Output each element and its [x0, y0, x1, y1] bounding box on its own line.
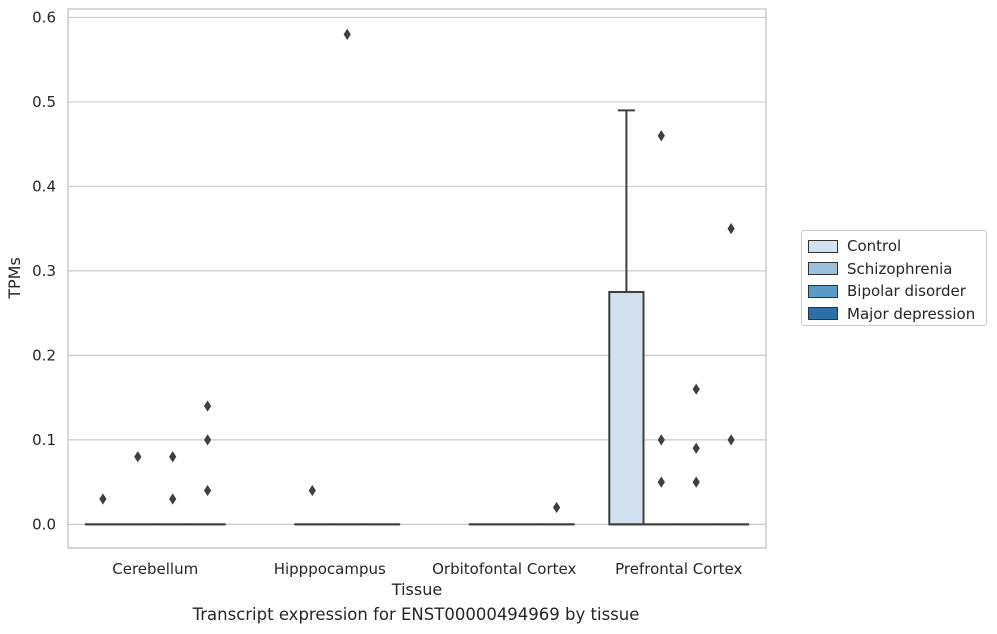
outlier-point: [727, 223, 735, 235]
legend-label-control: Control: [847, 237, 902, 256]
x-tick-label: Cerebellum: [112, 560, 198, 578]
plot-area-border: [67, 8, 767, 549]
x-tick-label: Orbitofontal Cortex: [432, 560, 576, 578]
legend-label-major-depression: Major depression: [847, 304, 976, 323]
x-axis-label: Tissue: [391, 580, 442, 599]
box-major-depression: [189, 400, 226, 526]
y-tick-label: 0.5: [32, 93, 56, 111]
legend: Control Schizophrenia Bipolar disorder M…: [801, 230, 987, 326]
outlier-point: [169, 451, 177, 463]
box-control: [608, 109, 645, 526]
legend-swatch-major-depression: [808, 307, 838, 321]
legend-item-schizophrenia: Schizophrenia: [808, 258, 980, 281]
legend-label-schizophrenia: Schizophrenia: [847, 259, 953, 278]
outlier-point: [657, 130, 665, 142]
y-axis-label: TPMs: [5, 257, 24, 300]
box-bipolar-disorder: [154, 451, 191, 526]
y-tick-label: 0.3: [32, 262, 56, 280]
outlier-point: [727, 434, 735, 446]
outlier-point: [657, 434, 665, 446]
outlier-point: [657, 476, 665, 488]
outlier-point: [204, 434, 212, 446]
y-tick-label: 0.1: [32, 431, 56, 449]
x-tick-label: Prefrontal Cortex: [615, 560, 742, 578]
box-control: [84, 493, 122, 526]
legend-swatch-bipolar-disorder: [808, 284, 838, 298]
box-schizophrenia: [294, 484, 331, 526]
x-tick-label: Hipppocampus: [274, 560, 386, 578]
legend-swatch-schizophrenia: [808, 262, 838, 276]
box-schizophrenia: [119, 451, 156, 526]
y-tick-label: 0.0: [32, 515, 56, 533]
legend-item-major-depression: Major depression: [808, 303, 980, 326]
box-major-depression: [538, 501, 575, 526]
legend-item-bipolar-disorder: Bipolar disorder: [808, 280, 980, 303]
figure-caption: Transcript expression for ENST0000049496…: [192, 605, 640, 624]
outlier-point: [692, 383, 700, 395]
outlier-point: [204, 484, 212, 497]
y-tick-label: 0.4: [32, 177, 56, 195]
box-body: [608, 291, 645, 526]
box-layer: [84, 28, 750, 526]
outlier-point: [99, 493, 107, 505]
box-bipolar-disorder: [678, 383, 715, 526]
outlier-point: [169, 493, 177, 505]
outlier-point: [204, 400, 212, 412]
box-major-depression: [712, 223, 750, 526]
outlier-point: [692, 442, 700, 454]
outlier-point: [134, 451, 142, 463]
legend-swatch-control: [808, 239, 838, 253]
grid-lines: [68, 16, 766, 525]
legend-item-control: Control: [808, 235, 980, 258]
y-tick-label: 0.6: [32, 8, 56, 26]
outlier-point: [692, 476, 700, 488]
box-bipolar-disorder: [329, 28, 366, 526]
outlier-point: [308, 484, 316, 497]
y-tick-labels: 0.0 0.1 0.2 0.3 0.4 0.5 0.6: [32, 8, 56, 533]
y-tick-label: 0.2: [32, 346, 56, 364]
outlier-point: [343, 28, 351, 40]
x-tick-labels: Cerebellum Hipppocampus Orbitofontal Corte…: [112, 560, 742, 578]
legend-label-bipolar-disorder: Bipolar disorder: [847, 282, 966, 301]
outlier-point: [553, 501, 561, 514]
box-schizophrenia: [643, 130, 680, 526]
